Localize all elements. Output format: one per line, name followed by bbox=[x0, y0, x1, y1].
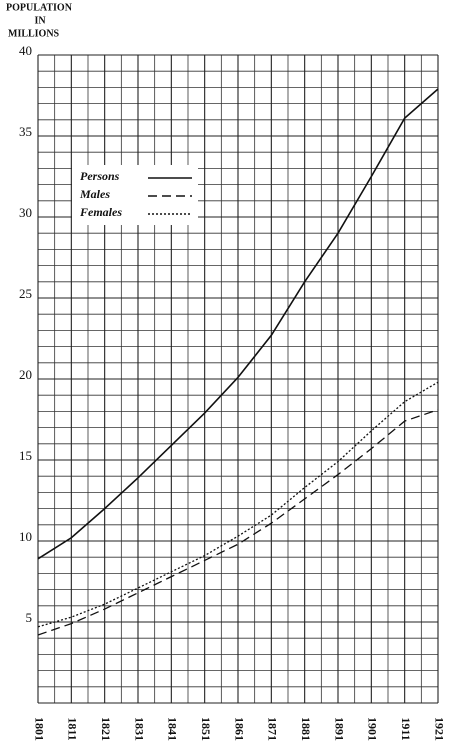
y-tick-label: 10 bbox=[19, 529, 32, 544]
x-tick-label: 1861 bbox=[232, 717, 246, 741]
legend-label: Males bbox=[79, 187, 110, 201]
y-tick-label: 30 bbox=[19, 205, 32, 220]
line-series bbox=[37, 409, 439, 636]
x-tick-label: 1801 bbox=[32, 717, 46, 741]
y-axis-label: MILLIONS bbox=[8, 28, 60, 39]
x-tick-label: 1891 bbox=[332, 717, 346, 741]
legend: Persons Males Females bbox=[72, 165, 198, 225]
x-tick-label: 1841 bbox=[166, 717, 180, 741]
y-tick-label: 25 bbox=[19, 286, 32, 301]
legend-label: Persons bbox=[80, 169, 120, 183]
x-tick-label: 1901 bbox=[366, 717, 380, 741]
line-series bbox=[37, 88, 439, 560]
x-tick-label: 1831 bbox=[132, 717, 146, 741]
legend-label: Females bbox=[79, 205, 122, 219]
y-axis-label: POPULATION bbox=[6, 2, 73, 13]
legend-box bbox=[72, 165, 198, 225]
y-axis-label: IN bbox=[34, 15, 46, 26]
x-tick-label: 1881 bbox=[299, 717, 313, 741]
y-tick-label: 35 bbox=[19, 124, 32, 139]
x-tick-label: 1851 bbox=[199, 717, 213, 741]
line-series bbox=[37, 381, 439, 628]
x-tick-label: 1871 bbox=[266, 717, 280, 741]
y-tick-label: 15 bbox=[19, 448, 32, 463]
y-tick-label: 20 bbox=[19, 367, 32, 382]
y-tick-label: 5 bbox=[26, 610, 33, 625]
x-tick-label: 1821 bbox=[99, 717, 113, 741]
x-tick-label: 1811 bbox=[66, 717, 80, 740]
x-tick-label: 1911 bbox=[399, 717, 413, 740]
y-tick-label: 40 bbox=[19, 43, 32, 58]
x-tick-label: 1921 bbox=[432, 717, 446, 741]
